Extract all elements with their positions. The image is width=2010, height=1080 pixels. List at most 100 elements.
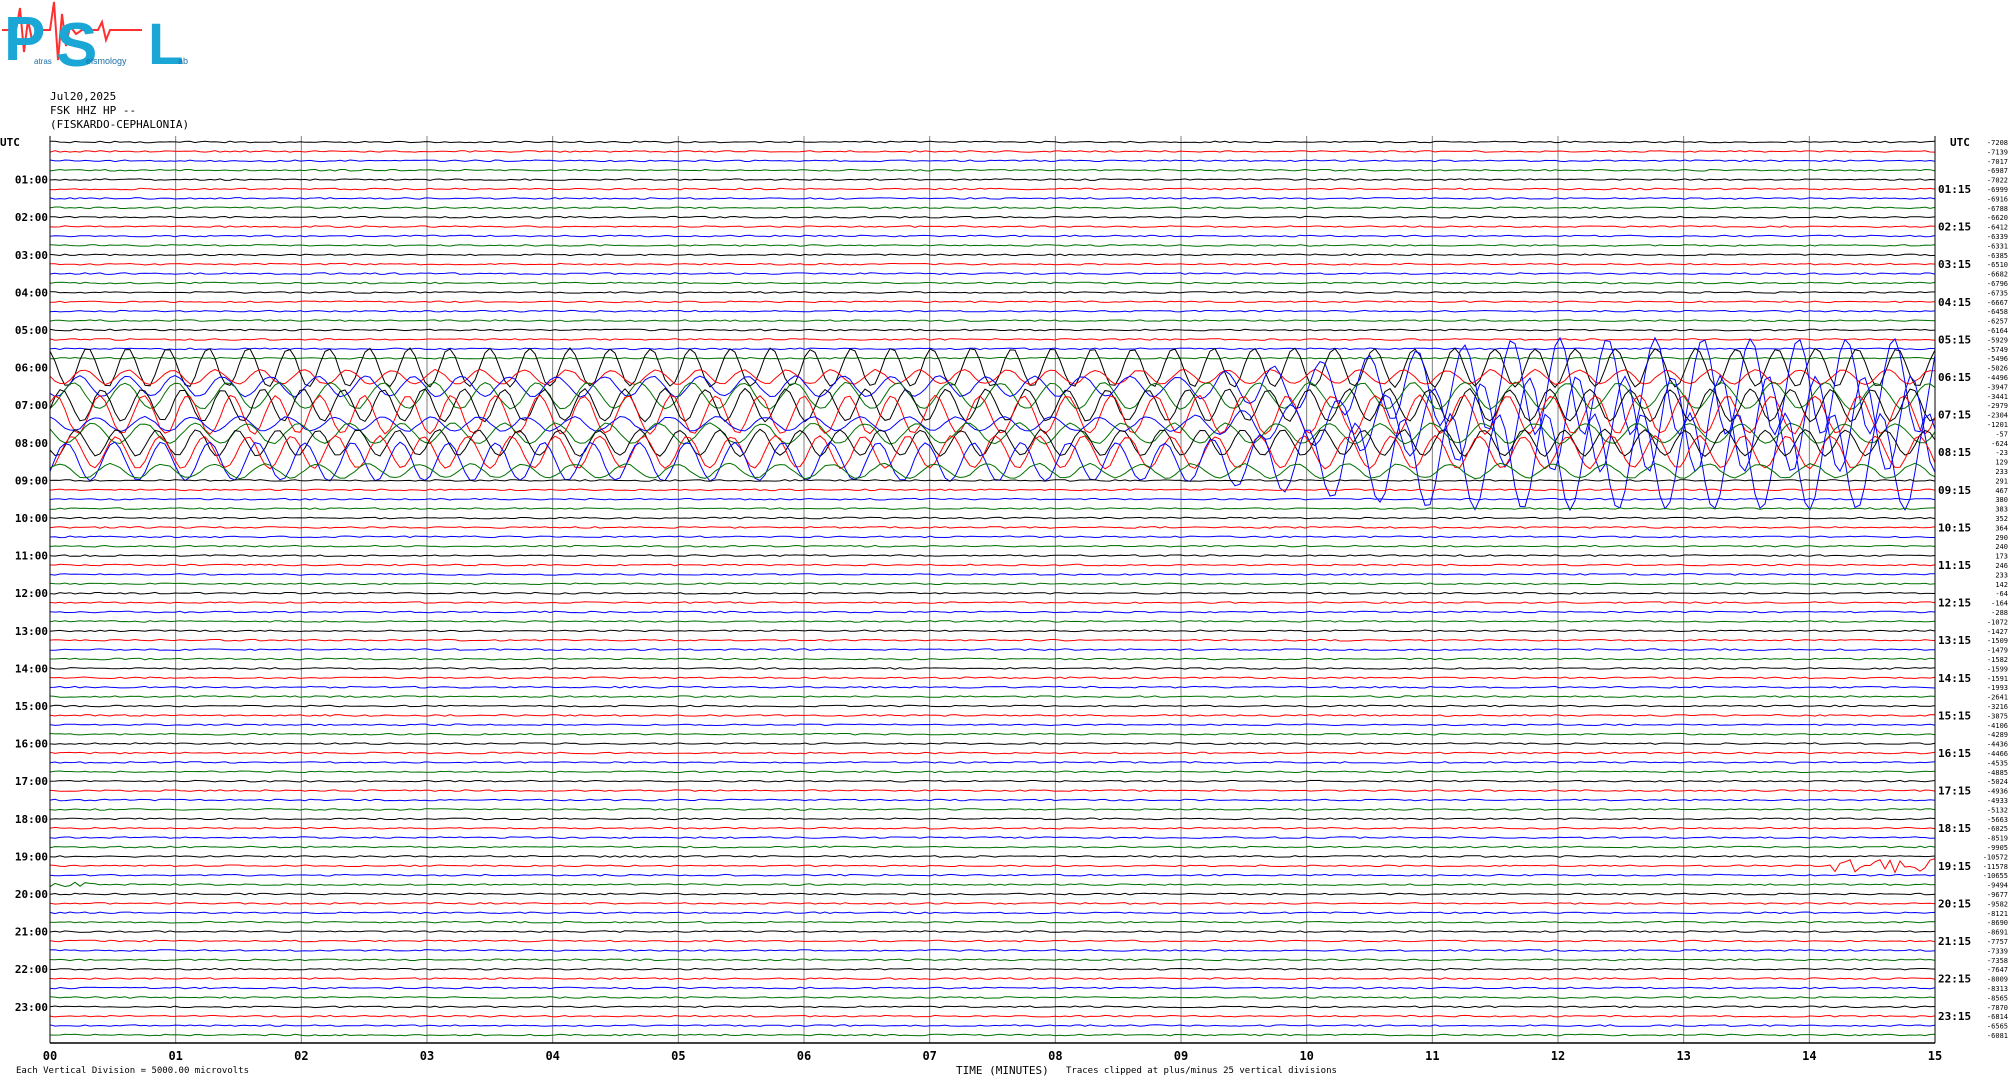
x-tick-label: 00 [43,1049,57,1063]
trace-line [49,601,1936,604]
left-time-label: 02:00 [15,211,48,224]
trace-offset-label: -6796 [1987,280,2008,288]
left-time-label: 07:00 [15,399,48,412]
trace-line [49,168,1936,172]
trace-offset-label: -3947 [1987,383,2008,391]
trace-offset-label: -11578 [1983,863,2008,871]
trace-line [49,638,1936,642]
left-time-label: 13:00 [15,625,48,638]
trace-offset-label: -1993 [1987,684,2008,692]
trace-line [49,1024,1936,1027]
trace-offset-label: -7139 [1987,148,2008,156]
trace-line [49,855,1936,858]
x-axis-label: TIME (MINUTES) [956,1064,1049,1077]
trace-line [49,234,1936,238]
left-time-label: 16:00 [15,738,48,751]
trace-line [49,356,1936,360]
right-time-label: 19:15 [1938,860,1971,873]
trace-line [49,516,1936,520]
trace-offset-label: 173 [1995,553,2008,561]
trace-offset-label: -5026 [1987,365,2008,373]
trace-offset-label: 233 [1995,468,2008,476]
trace-line [49,1014,1936,1018]
trace-offset-label: -6735 [1987,289,2008,297]
trace-line [49,902,1936,905]
trace-line [49,338,1936,341]
trace-offset-label: 233 [1995,571,2008,579]
trace-offset-label: -7358 [1987,957,2008,965]
trace-line [50,507,1936,510]
trace-line [49,977,1936,980]
trace-offset-label: -6025 [1987,825,2008,833]
trace-line [50,215,1936,219]
logo-word-2: eismology [86,56,127,66]
trace-offset-label: -7208 [1987,139,2008,147]
psl-logo: P S L atras eismology ab [2,1,188,72]
x-tick-label: 07 [922,1049,936,1063]
trace-line [49,394,1936,436]
trace-line [49,347,1936,351]
trace-offset-label: -10655 [1983,872,2008,880]
trace-line [49,159,1936,163]
trace-offset-label: -3441 [1987,393,2008,401]
trace-offset-label: -1427 [1987,628,2008,636]
right-time-label: 06:15 [1938,371,1971,384]
trace-line [49,374,1936,473]
trace-offset-label: -6814 [1987,1013,2008,1021]
trace-line [49,526,1936,529]
trace-line [49,676,1936,680]
trace-line [49,206,1936,210]
trace-line [49,920,1936,924]
trace-offset-label: -3216 [1987,703,2008,711]
trace-offset-label: -1201 [1987,421,2008,429]
trace-line [49,411,1936,512]
trace-offset-label: -1509 [1987,637,2008,645]
right-utc-header: UTC [1950,136,1970,149]
right-time-label: 05:15 [1938,333,1971,346]
trace-line [49,422,1936,445]
trace-offset-label: -8519 [1987,835,2008,843]
x-tick-label: 08 [1048,1049,1062,1063]
trace-line [49,685,1936,689]
trace-offset-label: -10572 [1983,853,2008,861]
right-time-label: 17:15 [1938,785,1971,798]
trace-line [49,535,1935,539]
x-tick-label: 06 [797,1049,811,1063]
trace-offset-label: -7022 [1987,177,2008,185]
trace-offset-label: -4535 [1987,759,2008,767]
trace-offset-label: -64 [1995,590,2008,598]
trace-line [49,817,1936,821]
trace-offset-label: -3875 [1987,712,2008,720]
trace-offset-label: 246 [1995,562,2008,570]
left-time-label: 03:00 [15,249,48,262]
trace-line [49,836,1936,839]
left-time-label: 15:00 [15,700,48,713]
right-time-label: 08:15 [1938,446,1971,459]
trace-offset-label: -6999 [1987,186,2008,194]
trace-offset-label: -8121 [1987,910,2008,918]
trace-line [49,1005,1936,1009]
trace-offset-label: -2641 [1987,694,2008,702]
trace-offset-label: -4289 [1987,731,2008,739]
trace-line [49,244,1936,247]
header-location: (FISKARDO-CEPHALONIA) [50,118,190,131]
trace-offset-label: -57 [1995,430,2008,438]
right-time-label: 21:15 [1938,935,1971,948]
right-time-label: 04:15 [1938,296,1971,309]
trace-line [49,695,1936,698]
trace-offset-label: -6339 [1987,233,2008,241]
right-time-label: 14:15 [1938,672,1971,685]
trace-offset-label: -6667 [1987,299,2008,307]
trace-line [49,554,1936,557]
trace-line [50,657,1936,661]
left-time-label: 17:00 [15,775,48,788]
trace-offset-label: -6682 [1987,271,2008,279]
trace-line [49,150,1936,153]
x-tick-label: 03 [420,1049,434,1063]
trace-line [49,610,1936,614]
trace-line [50,291,1936,294]
trace-line [49,873,1936,877]
left-time-label: 11:00 [15,550,48,563]
trace-line [49,967,1936,971]
trace-line [49,178,1936,181]
